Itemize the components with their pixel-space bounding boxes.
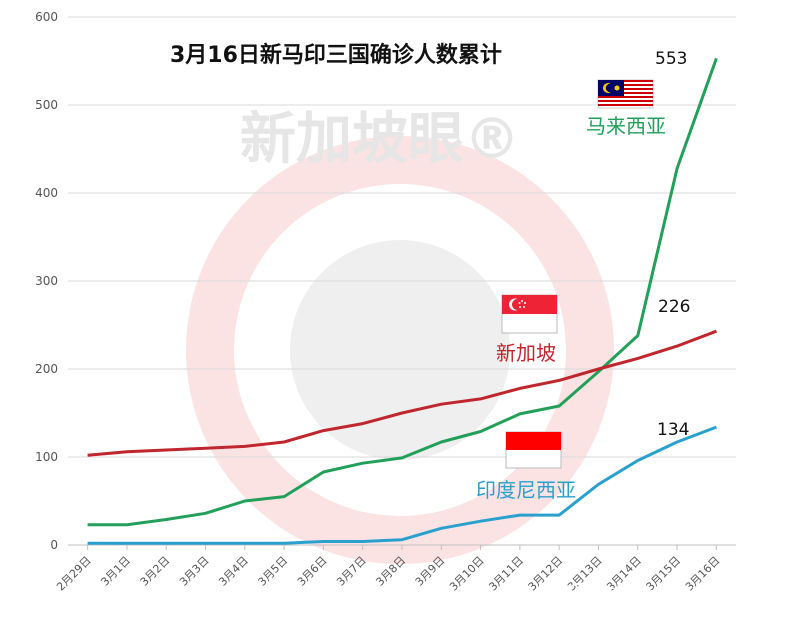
y-axis-ticks: 0 100 200 300 400 500 600: [35, 10, 58, 552]
x-tick-label: 3月10日: [447, 554, 487, 594]
x-tick-label: 3月11日: [486, 554, 526, 594]
y-tick-label: 400: [35, 186, 58, 200]
indonesia-flag-icon: [505, 431, 562, 469]
singapore-flag-icon: [501, 294, 558, 334]
y-tick-label: 200: [35, 362, 58, 376]
y-tick-label: 600: [35, 10, 58, 24]
wechat-icon: [568, 583, 588, 603]
x-tick-label: 3月7日: [334, 554, 369, 589]
credit-text: 微信号: kanxinjiapo: [594, 586, 725, 602]
x-tick-label: 3月6日: [295, 554, 330, 589]
flags: [501, 79, 654, 469]
x-tick-label: 3月3日: [177, 554, 212, 589]
x-tick-label: 2月29日: [54, 554, 94, 594]
end-label-singapore: 226: [658, 297, 690, 317]
credit: 微信号: kanxinjiapo: [568, 583, 725, 603]
end-label-indonesia: 134: [657, 420, 689, 440]
watermark-text: 新加坡眼®: [240, 107, 520, 172]
x-tick-label: 3月1日: [98, 554, 133, 589]
x-tick-label: 3月12日: [526, 554, 566, 594]
y-tick-label: 100: [35, 450, 58, 464]
series: [87, 57, 718, 545]
series-label-malaysia: 马来西亚: [586, 114, 666, 138]
series-line-indonesia: [87, 425, 717, 545]
series-line-malaysia: [87, 57, 718, 527]
end-label-malaysia: 553: [655, 49, 687, 69]
series-line-singapore: [87, 329, 717, 457]
y-tick-label: 0: [50, 538, 58, 552]
chart-title: 3月16日新马印三国确诊人数累计: [170, 42, 502, 68]
y-tick-label: 300: [35, 274, 58, 288]
series-label-singapore: 新加坡: [496, 341, 556, 365]
x-tick-label: 3月4日: [216, 554, 251, 589]
x-tick-label: 3月5日: [256, 554, 291, 589]
y-tick-label: 500: [35, 98, 58, 112]
series-label-indonesia: 印度尼西亚: [476, 478, 576, 502]
malaysia-flag-icon: [597, 79, 654, 109]
x-tick-label: 3月2日: [138, 554, 173, 589]
